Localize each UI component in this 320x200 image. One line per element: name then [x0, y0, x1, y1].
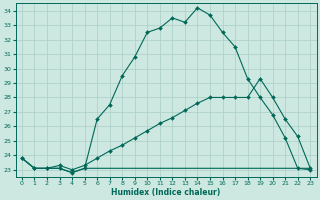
X-axis label: Humidex (Indice chaleur): Humidex (Indice chaleur)	[111, 188, 221, 197]
